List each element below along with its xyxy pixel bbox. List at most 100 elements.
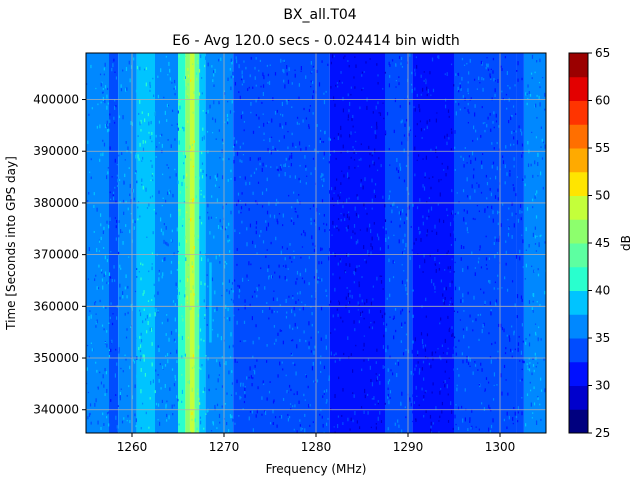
heatmap-speckle: [434, 285, 436, 290]
heatmap-speckle: [489, 301, 491, 305]
heatmap-speckle: [145, 67, 148, 70]
heatmap-speckle: [283, 164, 285, 167]
heatmap-speckle: [317, 278, 319, 281]
heatmap-speckle: [295, 146, 297, 149]
heatmap-speckle: [275, 338, 277, 342]
heatmap-speckle: [455, 73, 457, 76]
heatmap-speckle: [169, 68, 171, 73]
heatmap-speckle: [466, 162, 468, 164]
heatmap-speckle: [361, 310, 364, 313]
heatmap-speckle: [404, 123, 406, 127]
heatmap-speckle: [337, 218, 340, 221]
heatmap-speckle: [94, 301, 97, 303]
heatmap-speckle: [491, 205, 493, 209]
heatmap-speckle: [288, 157, 290, 161]
heatmap-speckle: [528, 91, 530, 94]
heatmap-speckle: [206, 323, 208, 326]
heatmap-speckle: [304, 428, 306, 433]
colorbar-swatch: [569, 53, 588, 78]
heatmap-speckle: [356, 265, 358, 269]
heatmap-speckle: [169, 387, 171, 391]
heatmap-speckle: [416, 206, 419, 210]
heatmap-speckle: [110, 198, 112, 201]
heatmap-speckle: [505, 347, 507, 350]
heatmap-speckle: [262, 72, 264, 77]
heatmap-speckle: [540, 389, 543, 392]
heatmap-speckle: [482, 122, 484, 125]
heatmap-speckle: [439, 192, 441, 197]
heatmap-speckle: [374, 195, 376, 198]
heatmap-speckle: [423, 377, 425, 381]
heatmap-speckle: [485, 67, 487, 70]
heatmap-speckle: [126, 295, 128, 299]
heatmap-speckle: [444, 296, 446, 300]
heatmap-speckle: [217, 225, 220, 229]
heatmap-speckle: [130, 65, 133, 69]
heatmap-speckle: [385, 228, 387, 230]
heatmap-speckle: [282, 60, 284, 62]
heatmap-speckle: [215, 388, 217, 390]
heatmap-speckle: [118, 351, 120, 354]
heatmap-speckle: [467, 92, 469, 95]
heatmap-speckle: [99, 158, 101, 162]
heatmap-speckle: [484, 209, 486, 213]
heatmap-speckle: [214, 406, 216, 411]
heatmap-speckle: [111, 176, 113, 178]
heatmap-speckle: [337, 132, 340, 136]
heatmap-speckle: [532, 300, 534, 303]
heatmap-speckle: [215, 217, 217, 219]
heatmap-speckle: [294, 175, 297, 179]
heatmap-speckle: [492, 70, 494, 74]
heatmap-speckle: [534, 195, 536, 199]
heatmap-speckle: [376, 63, 378, 66]
heatmap-speckle: [326, 398, 328, 403]
heatmap-speckle: [129, 78, 131, 83]
heatmap-speckle: [235, 392, 237, 395]
heatmap-speckle: [382, 365, 384, 369]
heatmap-speckle: [103, 423, 105, 426]
heatmap-speckle: [287, 79, 290, 84]
heatmap-speckle: [140, 332, 142, 336]
heatmap-speckle: [405, 348, 407, 351]
heatmap-speckle: [320, 175, 322, 179]
heatmap-speckle: [414, 337, 416, 342]
heatmap-speckle: [525, 338, 527, 340]
heatmap-speckle: [337, 415, 340, 418]
heatmap-speckle: [172, 300, 175, 303]
heatmap-speckle: [241, 83, 243, 86]
heatmap-speckle: [158, 269, 160, 272]
heatmap-speckle: [100, 101, 102, 104]
heatmap-speckle: [481, 164, 483, 169]
heatmap-speckle: [363, 342, 365, 347]
heatmap-speckle: [157, 75, 159, 78]
heatmap-speckle: [148, 426, 150, 429]
heatmap-speckle: [442, 299, 444, 303]
heatmap-speckle: [505, 93, 508, 96]
heatmap-speckle: [139, 349, 142, 353]
heatmap-speckle: [227, 179, 229, 182]
heatmap-speckle: [316, 69, 318, 73]
heatmap-speckle: [405, 213, 407, 216]
heatmap-speckle: [282, 340, 284, 345]
heatmap-speckle: [512, 105, 515, 108]
heatmap-speckle: [337, 313, 339, 317]
heatmap-speckle: [412, 373, 414, 376]
heatmap-speckle: [347, 114, 350, 119]
heatmap-speckle: [451, 303, 453, 306]
heatmap-speckle: [248, 208, 250, 211]
heatmap-speckle: [458, 286, 460, 291]
heatmap-speckle: [346, 213, 349, 218]
heatmap-speckle: [526, 363, 528, 366]
heatmap-speckle: [419, 198, 421, 202]
heatmap-speckle: [480, 191, 483, 194]
heatmap-speckle: [141, 160, 143, 162]
heatmap-speckle: [346, 287, 348, 289]
heatmap-speckle: [155, 308, 157, 312]
heatmap-speckle: [138, 112, 140, 115]
heatmap-speckle: [509, 86, 511, 90]
heatmap-speckle: [129, 183, 131, 188]
heatmap-speckle: [376, 276, 378, 281]
heatmap-speckle: [233, 145, 235, 148]
heatmap-speckle: [269, 381, 271, 383]
